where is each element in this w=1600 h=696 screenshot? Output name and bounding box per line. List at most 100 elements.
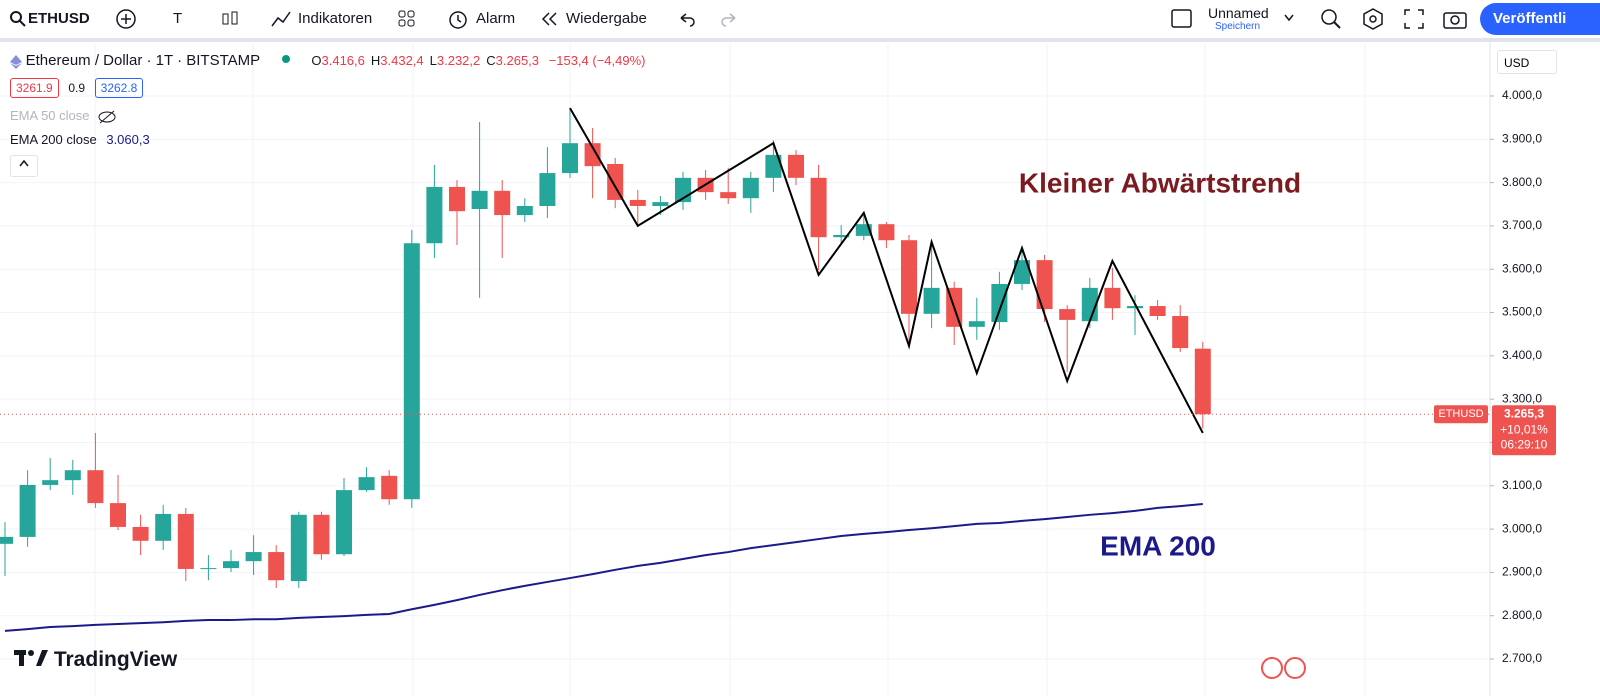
y-tick-label: 3.400,0 <box>1502 348 1542 362</box>
candle-body <box>629 199 646 206</box>
candle-body <box>901 240 917 314</box>
ohlc-key: L <box>429 53 437 68</box>
y-tick-label: 2.900,0 <box>1502 565 1542 579</box>
candle-body <box>403 243 420 500</box>
quick-search-icon[interactable] <box>1320 8 1342 30</box>
publish[interactable]: Veröffentli <box>1493 10 1567 27</box>
price-badge <box>1492 405 1556 456</box>
ohlc-value: 3.432,4 <box>380 53 424 68</box>
legend-title: Ethereum / Dollar · 1T · BITSTAMP <box>25 52 261 69</box>
candle-body <box>1036 260 1053 310</box>
y-tick-label: 3.800,0 <box>1502 175 1542 189</box>
y-tick-label: 3.600,0 <box>1502 261 1542 275</box>
candle-body <box>923 287 940 314</box>
layout-icon[interactable] <box>1171 9 1193 29</box>
replay-icon[interactable] <box>540 11 560 27</box>
candle-body <box>855 224 872 236</box>
candle-body <box>336 490 352 555</box>
ema200-label: EMA 200 close <box>10 131 97 147</box>
candle-body <box>381 475 398 500</box>
logo-text: TradingView <box>53 648 178 671</box>
candle-body <box>0 536 13 544</box>
ohlc-value: 3.416,6 <box>321 53 365 68</box>
candle-body <box>878 224 895 241</box>
ema200-row: EMA 200 close 3.060,3 <box>10 132 646 147</box>
search-icon[interactable] <box>10 11 26 27</box>
candle-body <box>1104 287 1121 309</box>
candle-body <box>1127 306 1143 309</box>
layout-name[interactable]: Unnamed <box>1208 5 1269 21</box>
candle-body <box>494 190 511 216</box>
text-tool[interactable]: T <box>173 10 183 27</box>
y-tick-label: 2.700,0 <box>1502 651 1542 665</box>
candle-icon[interactable] <box>220 8 240 30</box>
bid[interactable]: 3261.9 <box>10 78 59 98</box>
collapse-icon <box>19 159 29 167</box>
alarm[interactable]: Alarm <box>476 10 516 27</box>
settings-icon[interactable] <box>1362 8 1384 30</box>
indicators-icon[interactable] <box>270 8 292 30</box>
candle-body <box>562 143 578 174</box>
events-icons[interactable] <box>1260 656 1310 682</box>
trade-row: 3261.9 0.9 3262.8 <box>10 78 646 98</box>
ohlc-value: 3.232,2 <box>436 53 481 68</box>
candle-body <box>426 186 443 244</box>
publish-button[interactable] <box>1480 3 1600 35</box>
y-tick-label: 3.900,0 <box>1502 131 1542 145</box>
logo-icon <box>14 650 48 666</box>
y-tick-label: 3.700,0 <box>1502 218 1542 232</box>
redo-icon[interactable] <box>720 11 738 27</box>
candle-body <box>223 561 239 569</box>
candle-body <box>358 477 375 491</box>
eth-icon <box>10 54 22 69</box>
candle-body <box>607 163 624 200</box>
fullscreen-icon[interactable] <box>1404 9 1424 29</box>
indicators[interactable]: Indikatoren <box>298 10 373 27</box>
y-tick-label: 2.800,0 <box>1502 608 1542 622</box>
ema-line <box>4 502 1203 632</box>
hidden-icon[interactable] <box>97 110 117 124</box>
candle-body <box>991 283 1008 323</box>
undo-icon[interactable] <box>678 11 696 27</box>
candle-body <box>720 192 737 199</box>
candle-body <box>516 205 533 216</box>
toolbar: ETHUSD T Indikatoren Alarm Wiedergabe Un… <box>0 0 1600 42</box>
candle-body <box>765 154 782 178</box>
collapse-button[interactable] <box>10 154 38 177</box>
candle-body <box>833 235 850 238</box>
candle-body <box>1059 309 1076 320</box>
candle-body <box>268 552 285 581</box>
market-status <box>281 55 290 63</box>
ohlc-key: O <box>311 53 322 68</box>
layouts-icon[interactable] <box>397 9 417 29</box>
candle-body <box>968 321 985 327</box>
y-tick-label: 3.300,0 <box>1502 391 1542 405</box>
snapshot-icon[interactable] <box>1443 8 1467 30</box>
dropdown-icon[interactable] <box>1283 13 1295 23</box>
replay[interactable]: Wiedergabe <box>566 10 647 27</box>
candle-body <box>1149 306 1166 317</box>
candle-body <box>810 177 827 238</box>
candle-body <box>742 177 759 199</box>
candle-body <box>313 514 330 555</box>
add-icon[interactable] <box>115 8 137 30</box>
currency-button[interactable]: USD <box>1497 50 1557 74</box>
symbol[interactable]: ETHUSD <box>28 10 90 27</box>
save[interactable]: Speichern <box>1215 21 1261 32</box>
candle-body <box>110 503 126 527</box>
candle-body <box>788 154 804 178</box>
currency: USD <box>1504 56 1530 70</box>
candle-body <box>155 513 172 541</box>
candle-body <box>1172 316 1189 349</box>
candle-body <box>177 513 194 569</box>
candle-body <box>652 202 669 206</box>
ema50-row: EMA 50 close <box>10 108 646 124</box>
symbol-badge-text: ETHUSD <box>1438 408 1483 420</box>
legend-row: Ethereum / Dollar · 1T · BITSTAMP O3.416… <box>10 52 646 72</box>
alarm-icon[interactable] <box>447 8 469 30</box>
legend: Ethereum / Dollar · 1T · BITSTAMP O3.416… <box>10 52 646 177</box>
candle-body <box>1194 348 1211 415</box>
chart: 2.700,02.800,02.900,03.000,03.100,03.200… <box>0 42 1556 696</box>
ask[interactable]: 3262.8 <box>94 78 144 98</box>
